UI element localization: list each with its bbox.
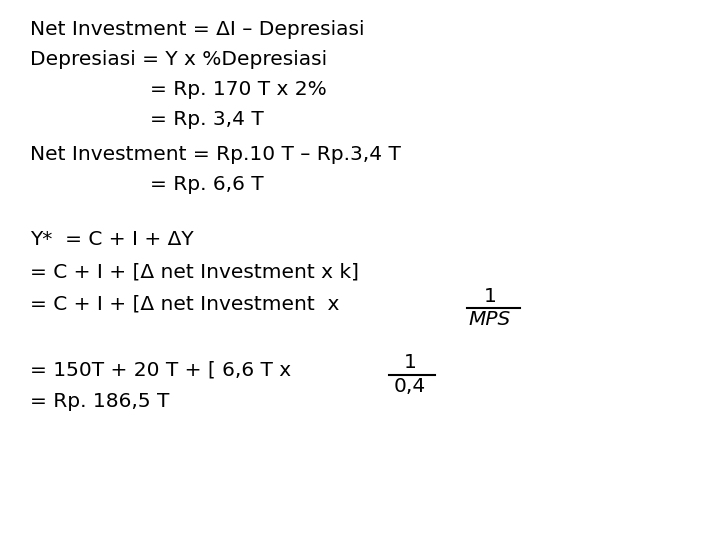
Text: Depresiasi = Y x %Depresiasi: Depresiasi = Y x %Depresiasi <box>30 50 327 69</box>
Text: = Rp. 6,6 T: = Rp. 6,6 T <box>150 175 264 194</box>
Text: = 150T + 20 T + [ 6,6 T x: = 150T + 20 T + [ 6,6 T x <box>30 360 291 379</box>
Text: = C + I + [Δ net Investment x k]: = C + I + [Δ net Investment x k] <box>30 262 359 281</box>
Text: = Rp. 186,5 T: = Rp. 186,5 T <box>30 392 169 411</box>
Text: 1: 1 <box>404 353 416 372</box>
Text: = Rp. 170 T x 2%: = Rp. 170 T x 2% <box>150 80 327 99</box>
Text: 0,4: 0,4 <box>394 377 426 396</box>
Text: = C + I + [Δ net Investment  x: = C + I + [Δ net Investment x <box>30 294 339 313</box>
Text: = Rp. 3,4 T: = Rp. 3,4 T <box>150 110 264 129</box>
Text: 1: 1 <box>484 287 496 306</box>
Text: Net Investment = ΔI – Depresiasi: Net Investment = ΔI – Depresiasi <box>30 20 364 39</box>
Text: Net Investment = Rp.10 T – Rp.3,4 T: Net Investment = Rp.10 T – Rp.3,4 T <box>30 145 401 164</box>
Text: Y*  = C + I + ΔY: Y* = C + I + ΔY <box>30 230 194 249</box>
Text: MPS: MPS <box>469 310 511 329</box>
